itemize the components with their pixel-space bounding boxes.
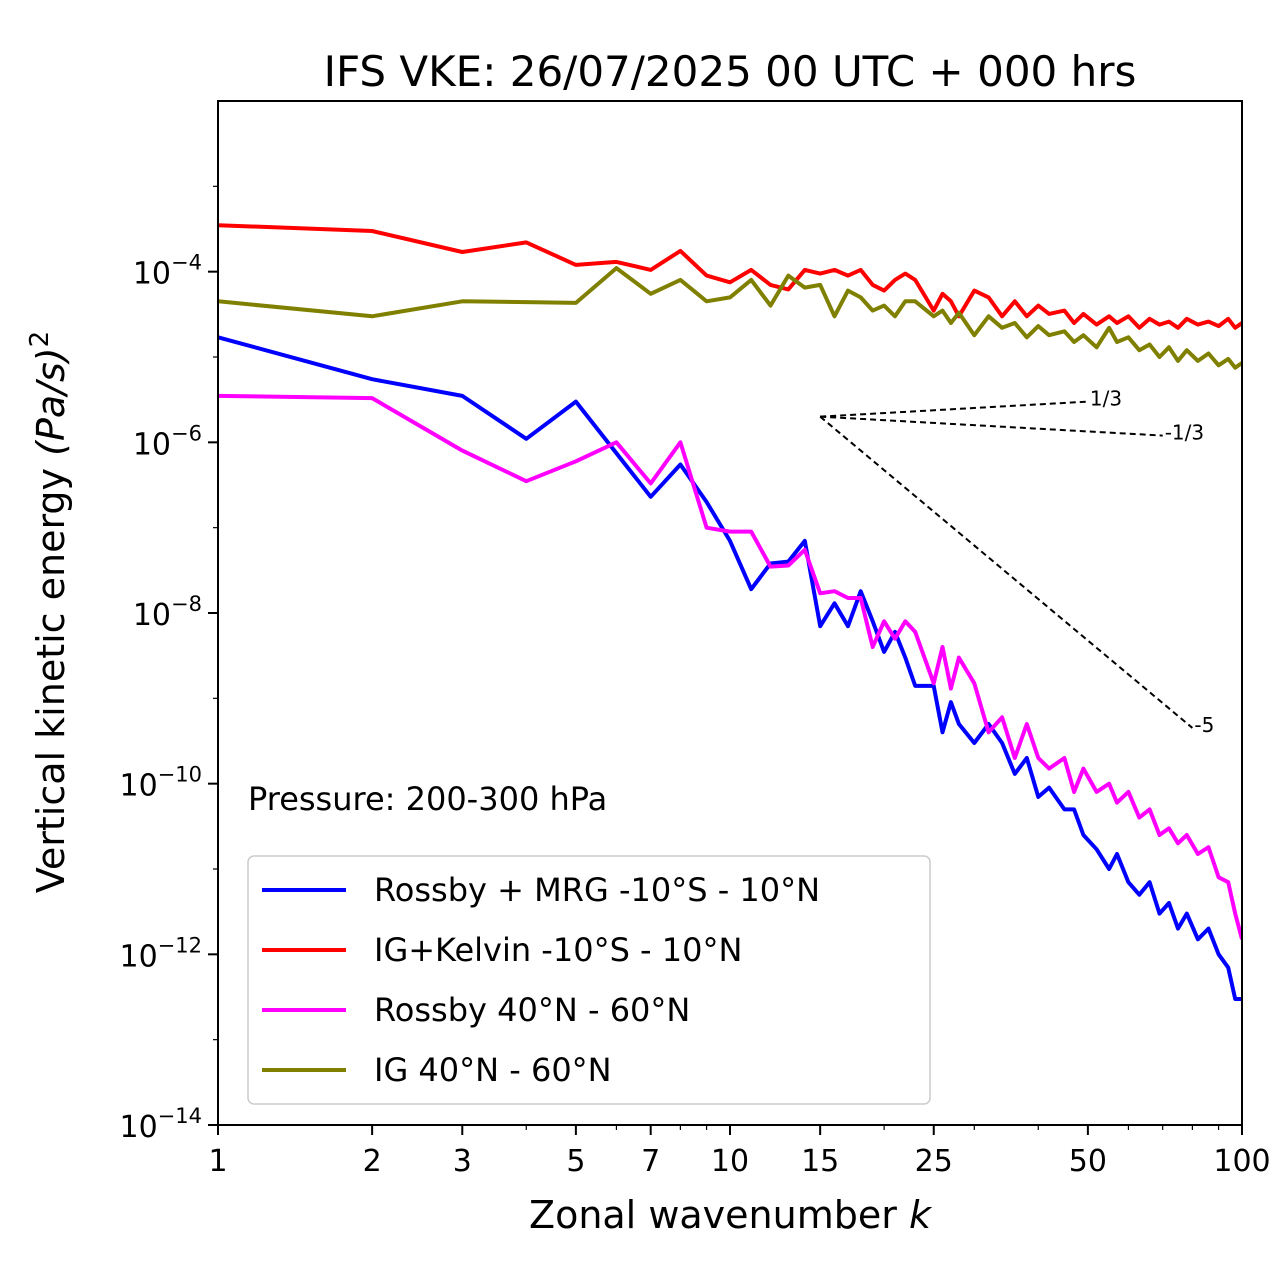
y-tick-label: 10−6 (133, 421, 202, 462)
x-tick-label: 15 (801, 1144, 839, 1179)
reference-label-2: -1/3 (1165, 421, 1204, 445)
pressure-annotation: Pressure: 200-300 hPa (248, 780, 607, 818)
x-tick-label: 25 (915, 1144, 953, 1179)
reference-line-2 (820, 415, 1163, 437)
legend: Rossby + MRG -10°S - 10°N IG+Kelvin -10°S… (247, 855, 931, 1105)
legend-label-2: IG+Kelvin -10°S - 10°N (374, 931, 742, 969)
x-tick-label: 50 (1069, 1144, 1107, 1179)
x-tick-label: 2 (363, 1144, 382, 1179)
reference-label-3: -5 (1194, 713, 1214, 737)
series-line-1 (218, 335, 1242, 1001)
axis-ticks: 1 2 3 5 7 10 15 25 50 100 10−4 10−6 10−8 10−10 10−12 10… (119, 185, 1271, 1179)
reference-line-3 (819, 415, 1194, 729)
y-tick-label: 10−14 (119, 1104, 202, 1145)
y-axis-label: Vertical kinetic energy (Pa/s)2 (25, 331, 73, 893)
x-tick-label: 10 (711, 1144, 749, 1179)
y-tick-label: 10−4 (133, 251, 202, 292)
x-axis-label-text: Zonal wavenumber (529, 1193, 897, 1237)
y-axis-label-exp: 2 (25, 331, 55, 348)
x-axis-label: Zonal wavenumber k (529, 1193, 933, 1237)
legend-label-4: IG 40°N - 60°N (374, 1051, 612, 1089)
y-tick-label: 10−12 (119, 933, 202, 974)
series-group (218, 223, 1242, 1001)
legend-label-3: Rossby 40°N - 60°N (374, 991, 690, 1029)
x-axis-label-var: k (909, 1193, 933, 1237)
series-line-3 (218, 393, 1242, 940)
legend-box (247, 855, 931, 1105)
x-tick-label: 7 (641, 1144, 660, 1179)
y-axis-label-text: Vertical kinetic energy (29, 468, 73, 893)
x-tick-label: 100 (1213, 1144, 1270, 1179)
chart-title: IFS VKE: 26/07/2025 00 UTC + 000 hrs (324, 47, 1137, 96)
reference-line-1 (820, 400, 1088, 418)
y-axis-label-unit: (Pa/s) (29, 347, 73, 455)
x-tick-label: 5 (566, 1144, 585, 1179)
x-tick-label: 1 (208, 1144, 227, 1179)
x-tick-label: 3 (453, 1144, 472, 1179)
legend-label-1: Rossby + MRG -10°S - 10°N (374, 871, 820, 909)
y-tick-label: 10−10 (119, 763, 202, 804)
y-tick-label: 10−8 (133, 592, 202, 633)
reference-label-1: 1/3 (1090, 387, 1122, 411)
series-line-4 (218, 266, 1242, 370)
